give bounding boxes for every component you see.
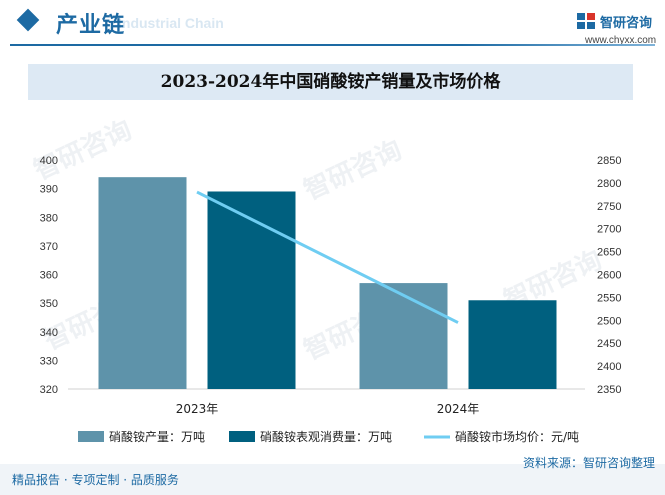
y-right-tick-label: 2600: [597, 270, 621, 282]
y-right-tick-label: 2800: [597, 178, 621, 190]
logo-icon: [577, 13, 595, 29]
y-right-tick-label: 2350: [597, 384, 621, 396]
bar: [207, 191, 296, 389]
y-right-tick-label: 2700: [597, 224, 621, 236]
bar: [98, 177, 187, 389]
y-left-tick-label: 360: [40, 270, 58, 282]
y-left-tick-label: 340: [40, 327, 58, 339]
x-tick-label: 2024年: [437, 402, 480, 416]
y-left-tick-label: 350: [40, 298, 58, 310]
y-left-tick-label: 390: [40, 184, 58, 196]
legend-swatch: [78, 431, 104, 442]
footer: 精品报告 · 专项定制 · 品质服务 资料来源：智研咨询整理: [0, 456, 665, 495]
y-left-tick-label: 380: [40, 212, 58, 224]
chart: 320 330 340 350 360 370 380 390 400 2350 2400 2450 2…: [40, 155, 622, 444]
y-right-tick-label: 2500: [597, 315, 621, 327]
y-left-tick-label: 370: [40, 241, 58, 253]
section-title: 产业链: [56, 13, 126, 38]
bar: [468, 300, 557, 389]
section-watermark: Industrial Chain: [118, 15, 224, 31]
y-right-tick-label: 2650: [597, 247, 621, 259]
line-series: [196, 190, 459, 324]
y-right-tick-label: 2400: [597, 361, 621, 373]
bar: [359, 283, 448, 389]
legend-swatch: [229, 431, 255, 442]
data-source: 资料来源：智研咨询整理: [522, 456, 655, 470]
chart-title: 2023-2024年中国硝酸铵产销量及市场价格: [160, 72, 501, 92]
y-left-tick-label: 400: [40, 155, 58, 167]
y-right-tick-label: 2450: [597, 338, 621, 350]
logo-url: www.chyxx.com: [585, 35, 657, 46]
chart-title-band: 2023-2024年中国硝酸铵产销量及市场价格: [28, 64, 633, 100]
header-divider: [10, 44, 655, 46]
logo-text: 智研咨询: [600, 16, 653, 31]
y-right-tick-label: 2750: [597, 201, 621, 213]
legend-label: 硝酸铵市场均价：元/吨: [455, 429, 579, 444]
legend-label: 硝酸铵表观消费量：万吨: [260, 429, 392, 444]
y-left-tick-label: 330: [40, 355, 58, 367]
x-tick-label: 2023年: [176, 402, 219, 416]
y-right-tick-label: 2550: [597, 292, 621, 304]
y-left-tick-label: 320: [40, 384, 58, 396]
legend-label: 硝酸铵产量：万吨: [109, 429, 205, 444]
y-right-tick-label: 2850: [597, 155, 621, 167]
header: Industrial Chain 产业链 智研咨询 www.chyxx.com: [0, 0, 665, 48]
footer-slogan: 精品报告 · 专项定制 · 品质服务: [12, 473, 179, 487]
